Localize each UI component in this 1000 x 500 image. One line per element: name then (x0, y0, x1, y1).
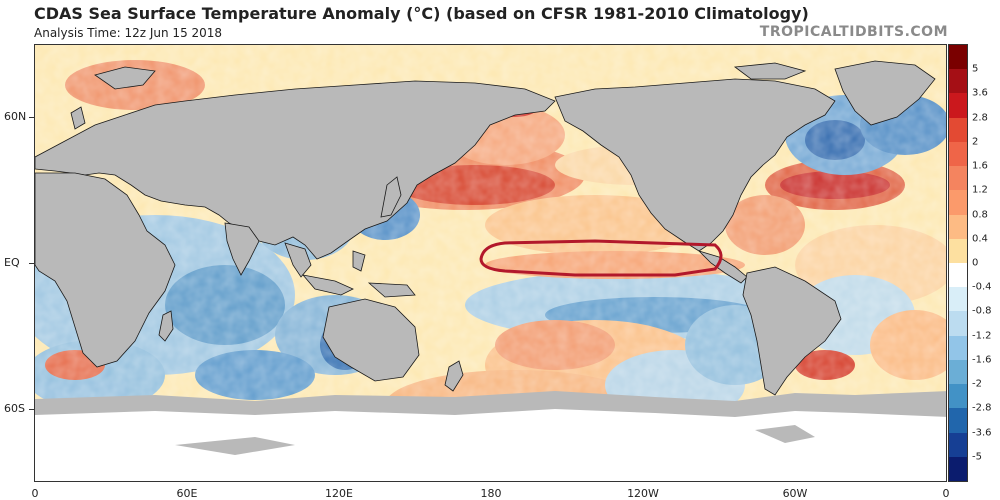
lat-label-60n: 60N (4, 110, 27, 123)
lat-label-eq: EQ (4, 256, 20, 269)
colorbar-label: 2.8 (972, 112, 988, 124)
analysis-time: Analysis Time: 12z Jun 15 2018 (34, 26, 223, 40)
colorbar-segment (949, 93, 967, 119)
colorbar-segment (949, 311, 967, 337)
lon-label-60w: 60W (782, 487, 808, 500)
philippines-landmass (352, 250, 366, 272)
north-america-landmass (554, 78, 836, 252)
antarctic-ice (35, 401, 946, 481)
lon-label-120e: 120E (325, 487, 353, 500)
colorbar-label: -5 (972, 451, 982, 463)
lat-label-60s: 60S (4, 402, 25, 415)
colorbar-segment (949, 384, 967, 409)
colorbar-label: 0 (972, 257, 979, 269)
colorbar-segment (949, 263, 967, 288)
british-isles-landmass (70, 106, 86, 130)
new-guinea-landmass (367, 282, 416, 298)
colorbar-segment (949, 456, 967, 482)
colorbar-segment (949, 141, 967, 167)
lat-tick-60s (29, 409, 34, 410)
colorbar-label: -1.2 (972, 330, 992, 342)
colorbar-label: -1.6 (972, 354, 992, 366)
colorbar-label: 5 (972, 63, 979, 75)
scandinavia-landmass (94, 66, 156, 90)
colorbar-segment (949, 335, 967, 361)
lon-label-60e: 60E (176, 487, 198, 500)
lon-label-120w: 120W (627, 487, 659, 500)
greenland-landmass (834, 60, 936, 126)
colorbar-label: -0.8 (972, 305, 992, 317)
colorbar-label: 1.2 (972, 184, 988, 196)
colorbar-segment (949, 238, 967, 264)
canadian-arctic-landmass (733, 62, 807, 80)
eurasia-landmass (35, 80, 556, 260)
lon-label-180: 180 (480, 487, 502, 500)
lon-label-0-right: 0 (942, 487, 950, 500)
colorbar (948, 44, 968, 482)
colorbar-segment (949, 408, 967, 434)
enso-region-outline (479, 239, 723, 277)
indonesia-landmass (301, 274, 354, 296)
lat-tick-60n (29, 117, 34, 118)
australia-landmass (322, 298, 420, 382)
new-zealand-landmass (444, 360, 464, 392)
colorbar-label: 0.8 (972, 209, 988, 221)
colorbar-segment (949, 190, 967, 216)
colorbar-label: 0.4 (972, 233, 988, 245)
page-title: CDAS Sea Surface Temperature Anomaly (°C… (34, 4, 809, 23)
land-masses (35, 60, 936, 396)
madagascar-landmass (158, 310, 174, 342)
japan-landmass (380, 176, 402, 218)
east-antarctica-shelf (175, 437, 295, 455)
colorbar-label: -2.8 (972, 402, 992, 414)
antarctic-landmass (35, 391, 946, 417)
colorbar-segment (949, 166, 967, 191)
colorbar-label: -3.6 (972, 427, 992, 439)
africa-landmass (35, 172, 176, 368)
south-america-landmass (742, 266, 842, 396)
indochina-landmass (284, 242, 312, 278)
colorbar-segment (949, 117, 967, 143)
colorbar-label: 2 (972, 136, 979, 148)
colorbar-label: -2 (972, 378, 982, 390)
colorbar-segment (949, 45, 967, 70)
colorbar-segment (949, 287, 967, 312)
colorbar-segment (949, 359, 967, 385)
brand-watermark: TROPICALTIDBITS.COM (759, 24, 948, 40)
india-landmass (224, 222, 260, 276)
colorbar-label: 3.6 (972, 87, 988, 99)
colorbar-segment (949, 214, 967, 240)
colorbar-label: -0.4 (972, 281, 992, 293)
colorbar-segment (949, 432, 967, 458)
lat-tick-eq (29, 263, 34, 264)
antarctic-peninsula (755, 425, 815, 443)
map-svg (35, 45, 946, 481)
lon-label-0-left: 0 (31, 487, 39, 500)
colorbar-label: 1.6 (972, 160, 988, 172)
sst-anomaly-map (34, 44, 947, 482)
colorbar-segment (949, 69, 967, 94)
